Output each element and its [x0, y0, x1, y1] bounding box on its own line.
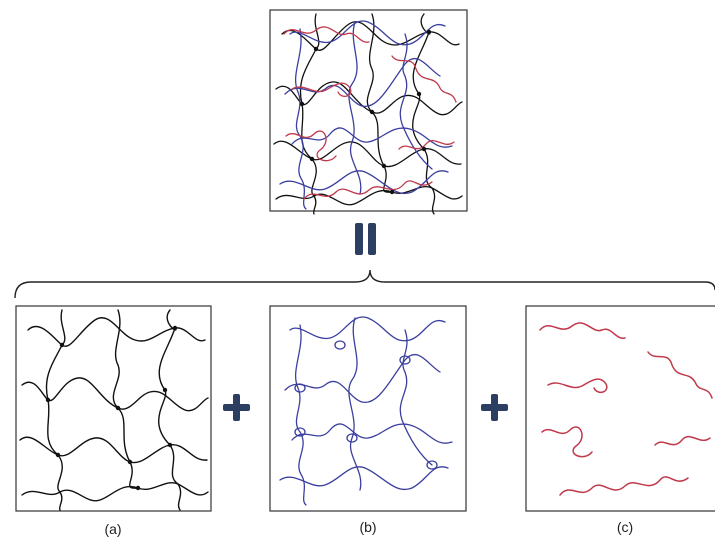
combined-crosslink-point	[426, 29, 432, 35]
combined-network-panel	[269, 9, 468, 215]
combined-crosslink-point	[313, 46, 319, 52]
entanglement-loop	[294, 383, 306, 393]
panel-b-label: (b)	[359, 519, 377, 535]
combined-crosslink-point	[369, 109, 375, 115]
plus-icon	[481, 394, 508, 421]
combined-network-chain	[273, 140, 462, 168]
equals-icon	[355, 223, 376, 255]
network-chain	[27, 317, 206, 348]
entangled-frame	[269, 305, 467, 512]
entangled-chain	[279, 466, 449, 491]
combined-free-chain	[285, 130, 337, 162]
crosslink-point	[55, 452, 61, 458]
brace-icon	[14, 269, 715, 299]
panel-c-label: (c)	[616, 519, 634, 535]
combined-entangled-chain	[284, 57, 441, 107]
free-chain	[539, 322, 626, 339]
crosslink-point	[59, 342, 65, 348]
combined-free-chain	[398, 139, 455, 150]
combined-network-chains	[273, 13, 463, 215]
combined-free-chain	[283, 26, 370, 43]
combined-crosslink-point	[416, 91, 422, 97]
combined-entangled-chain	[348, 21, 362, 195]
combined-entangled-chain	[289, 20, 446, 46]
entangled-chain	[291, 423, 453, 444]
free-chain	[654, 435, 711, 446]
network-chains	[19, 309, 209, 511]
free-chains	[539, 322, 713, 496]
combined-crosslink-point	[299, 101, 305, 107]
crosslink-point	[45, 397, 51, 403]
free-chain	[647, 351, 713, 399]
combined-crosslink-point	[309, 156, 315, 162]
entanglement-loop	[346, 433, 358, 443]
panel-a-label: (a)	[104, 521, 122, 537]
combined-network-chain	[275, 186, 463, 206]
panel-b	[269, 305, 467, 512]
combined-crosslink-point	[381, 163, 387, 169]
crosslink-point	[167, 442, 173, 448]
entangled-chain	[348, 317, 362, 491]
combined-crosslink-point	[421, 146, 427, 152]
entanglement-loop	[426, 460, 438, 470]
crosslink-point	[135, 485, 141, 491]
free-chain	[547, 378, 608, 394]
combined-crosslink-point	[389, 189, 395, 195]
combined-entangled-chain	[279, 170, 449, 195]
panel-a	[15, 305, 212, 512]
crosslink-point	[172, 325, 178, 331]
combined-network-chain	[281, 21, 460, 51]
crosslink-point	[127, 459, 133, 465]
free-chain	[541, 426, 593, 458]
network-chain	[21, 481, 209, 502]
entangled-chain	[399, 329, 433, 466]
combined-entangled-chain	[399, 33, 433, 170]
entangled-chain	[289, 316, 446, 342]
plus-icon	[223, 394, 250, 421]
entanglement-loop	[399, 355, 411, 365]
crosslink-point	[115, 405, 121, 411]
crosslink-point	[162, 387, 168, 393]
entanglement-loop	[294, 427, 306, 437]
combined-entangled-chain	[291, 127, 453, 148]
panel-c	[525, 305, 715, 512]
entanglement-loop	[334, 340, 346, 350]
combined-free-chain	[391, 55, 457, 103]
free-chains-frame	[525, 305, 715, 512]
combined-free-chain	[303, 180, 433, 200]
entangled-chains	[279, 316, 453, 506]
free-chain	[559, 476, 689, 496]
entangled-chain	[294, 324, 307, 506]
combined-free-chain	[291, 82, 352, 98]
entangled-chain	[284, 353, 441, 403]
network-chain	[19, 436, 208, 464]
